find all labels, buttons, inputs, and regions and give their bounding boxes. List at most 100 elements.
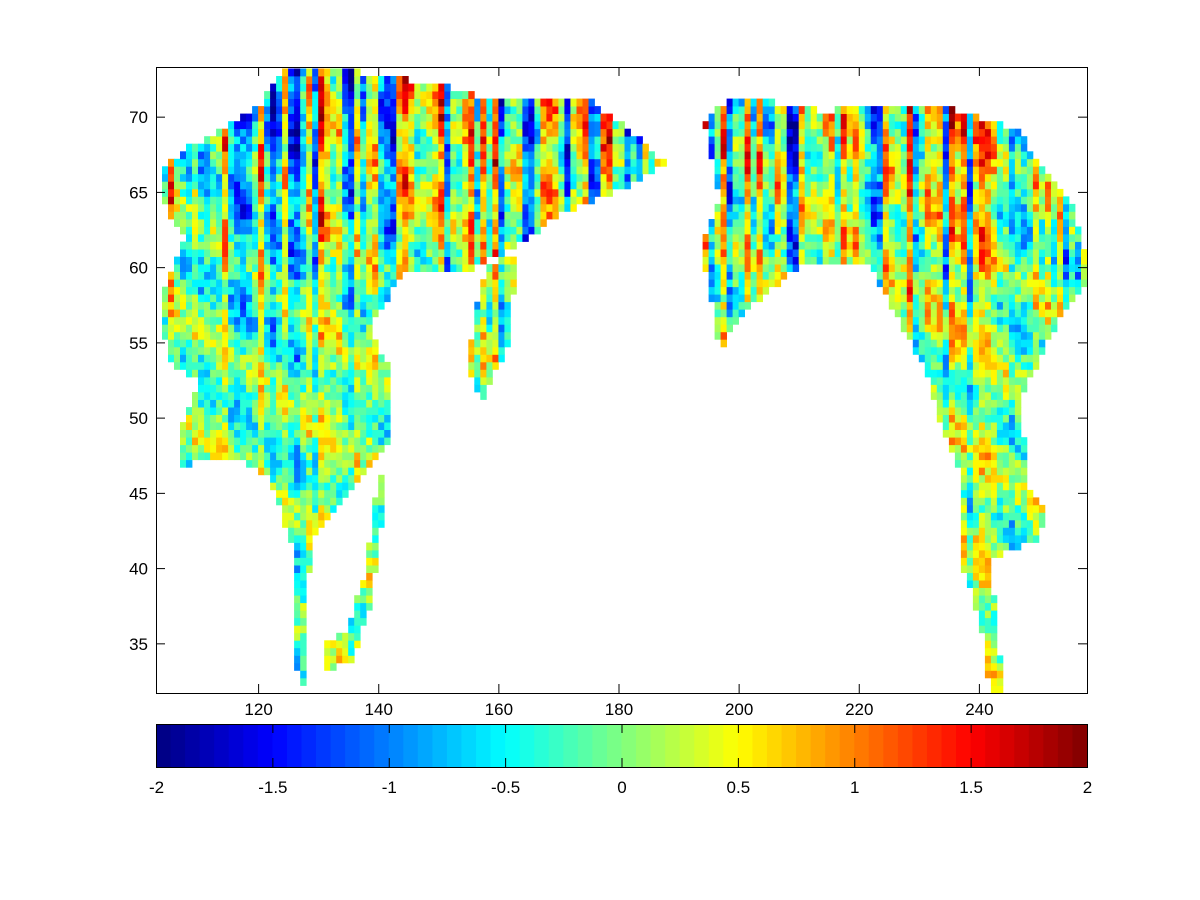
- heatmap-cell: [234, 414, 241, 423]
- heatmap-cell: [978, 256, 986, 265]
- heatmap-cell: [954, 301, 962, 310]
- heatmap-cell: [546, 188, 553, 197]
- heatmap-cell: [852, 256, 860, 265]
- heatmap-cell: [342, 188, 349, 197]
- heatmap-cell: [780, 136, 788, 145]
- heatmap-cell: [276, 384, 283, 393]
- heatmap-cell: [924, 143, 932, 152]
- heatmap-cell: [936, 279, 944, 288]
- heatmap-cell: [510, 211, 517, 220]
- heatmap-cell: [714, 294, 721, 303]
- heatmap-cell: [978, 497, 986, 506]
- heatmap-cell: [342, 384, 349, 393]
- heatmap-cell: [222, 331, 229, 340]
- heatmap-cell: [954, 422, 962, 430]
- heatmap-cell: [354, 640, 361, 649]
- heatmap-cell: [198, 294, 205, 303]
- heatmap-cell: [984, 346, 992, 355]
- heatmap-cell: [540, 151, 547, 160]
- heatmap-cell: [228, 324, 235, 333]
- heatmap-cell: [390, 234, 397, 242]
- heatmap-cell: [870, 249, 878, 257]
- heatmap-cell: [288, 143, 295, 152]
- heatmap-cell: [1038, 512, 1046, 521]
- heatmap-cell: [954, 173, 962, 182]
- heatmap-cell: [348, 143, 355, 152]
- heatmap-cell: [1020, 354, 1028, 363]
- heatmap-cell: [492, 354, 499, 363]
- heatmap-cell: [396, 143, 403, 152]
- heatmap-cell: [1038, 309, 1046, 318]
- heatmap-cell: [282, 474, 289, 483]
- heatmap-cell: [1075, 286, 1082, 295]
- heatmap-cell: [300, 542, 307, 551]
- heatmap-cell: [1014, 316, 1022, 325]
- heatmap-cell: [1081, 271, 1088, 280]
- heatmap-cell: [432, 211, 439, 220]
- heatmap-cell: [276, 467, 283, 476]
- heatmap-cell: [990, 249, 998, 257]
- heatmap-cell: [186, 256, 193, 265]
- heatmap-cell: [876, 181, 884, 190]
- heatmap-cell: [216, 414, 223, 423]
- heatmap-cell: [768, 249, 776, 257]
- heatmap-cell: [966, 399, 974, 408]
- heatmap-cell: [486, 136, 493, 145]
- heatmap-cell: [348, 429, 355, 438]
- heatmap-cell: [858, 136, 866, 145]
- heatmap-cell: [252, 188, 259, 197]
- heatmap-cell: [354, 444, 361, 453]
- heatmap-cell: [1008, 151, 1016, 160]
- heatmap-cell: [942, 301, 950, 310]
- heatmap-cell: [900, 143, 908, 152]
- heatmap-cell: [360, 98, 367, 107]
- heatmap-cell: [1002, 444, 1010, 453]
- heatmap-cell: [996, 264, 1004, 272]
- heatmap-cell: [768, 203, 776, 212]
- heatmap-cell: [486, 369, 493, 378]
- heatmap-cell: [342, 392, 349, 400]
- heatmap-cell: [228, 271, 235, 280]
- heatmap-cell: [1014, 377, 1022, 385]
- heatmap-cell: [984, 565, 992, 573]
- heatmap-cell: [294, 572, 301, 581]
- heatmap-cell: [480, 301, 487, 310]
- heatmap-cell: [750, 166, 757, 175]
- heatmap-cell: [348, 655, 355, 664]
- heatmap-cell: [306, 527, 313, 536]
- heatmap-cell: [894, 128, 902, 137]
- heatmap-cell: [864, 188, 872, 197]
- heatmap-cell: [264, 301, 271, 310]
- heatmap-cell: [888, 113, 896, 122]
- heatmap-cell: [366, 444, 373, 453]
- heatmap-cell: [714, 166, 721, 175]
- heatmap-cell: [246, 377, 253, 385]
- heatmap-cell: [354, 241, 361, 250]
- heatmap-cell: [378, 128, 385, 137]
- heatmap-cell: [258, 346, 265, 355]
- heatmap-cell: [294, 497, 301, 506]
- heatmap-cell: [204, 188, 211, 197]
- colorbar-swatch: [766, 724, 783, 767]
- heatmap-cell: [780, 158, 788, 167]
- heatmap-cell: [984, 384, 992, 393]
- axes-frame: [156, 67, 1088, 694]
- heatmap-cell: [432, 256, 439, 265]
- heatmap-cell: [540, 136, 547, 145]
- heatmap-cell: [210, 354, 217, 363]
- heatmap-cell: [708, 219, 715, 227]
- heatmap-cell: [498, 181, 505, 190]
- colorbar-swatch: [519, 724, 535, 767]
- heatmap-cell: [234, 354, 241, 363]
- heatmap-cell: [816, 128, 824, 137]
- heatmap-cell: [888, 211, 896, 220]
- heatmap-cell: [762, 226, 770, 235]
- heatmap-cell: [774, 158, 782, 167]
- heatmap-cell: [1063, 196, 1070, 205]
- heatmap-cell: [990, 595, 998, 604]
- heatmap-cell: [636, 143, 643, 152]
- heatmap-cell: [984, 482, 992, 491]
- heatmap-cell: [624, 166, 631, 175]
- heatmap-cell: [1069, 279, 1076, 288]
- heatmap-cell: [216, 331, 223, 340]
